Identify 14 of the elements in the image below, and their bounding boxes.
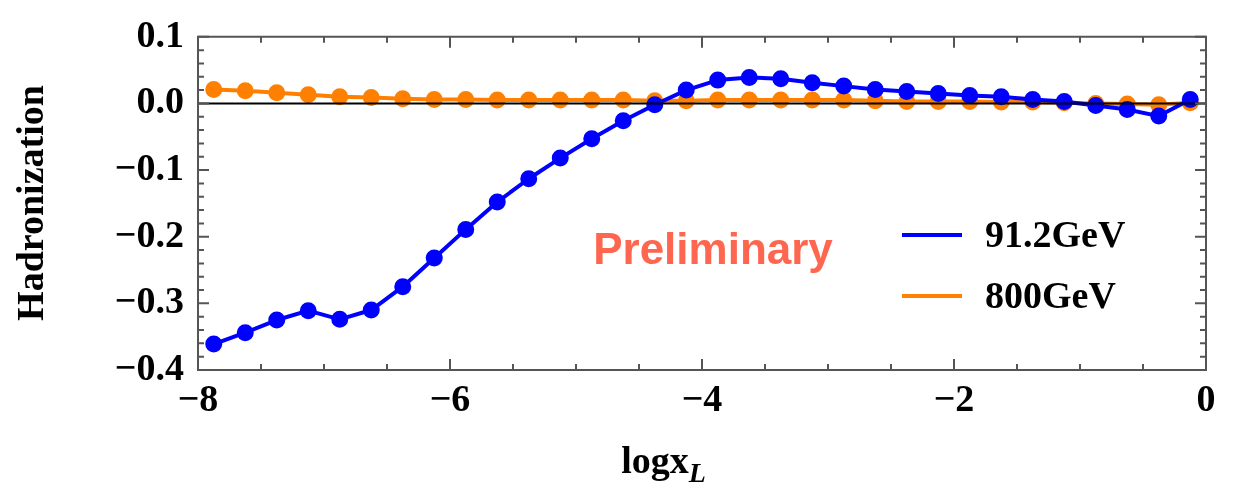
y-tick-label: 0.0 (136, 79, 184, 122)
legend-label: 800GeV (985, 273, 1117, 316)
y-axis-title: Hadronization (8, 84, 52, 321)
x-tick-label: 0 (1196, 376, 1216, 419)
x-axis-title: logx$_{L}$ (620, 438, 707, 489)
legend-label: 91.2GeV (985, 212, 1126, 255)
y-tick-label: −0.2 (114, 212, 184, 255)
y-tick-label: −0.1 (114, 145, 184, 188)
annotation: Preliminary (593, 224, 834, 274)
y-tick-label: 0.1 (136, 12, 184, 55)
x-tick-label: −4 (681, 376, 723, 419)
y-tick-label: −0.3 (114, 279, 184, 322)
x-tick-label: −6 (429, 376, 471, 419)
x-tick-label: −2 (933, 376, 975, 419)
